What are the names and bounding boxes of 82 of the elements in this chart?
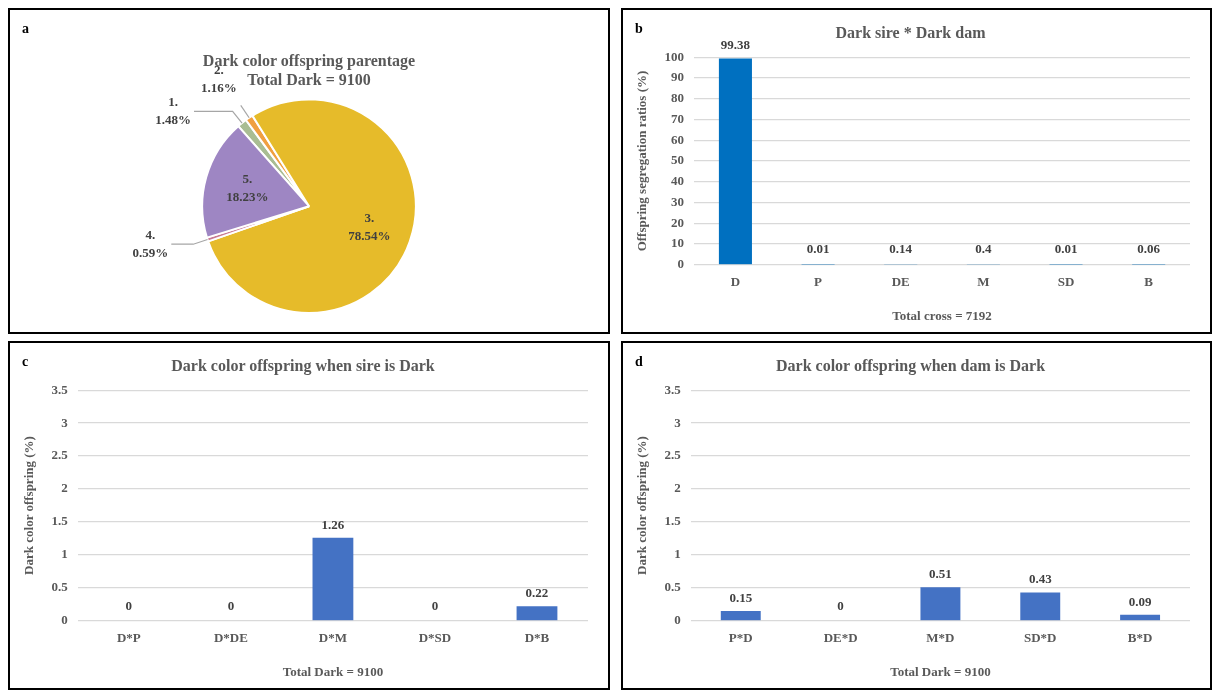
x-tick-label: D*B: [524, 629, 550, 645]
y-tick-label: 3: [674, 414, 682, 430]
y-tick-label: 50: [671, 152, 685, 168]
data-label: 0.06: [1137, 241, 1161, 257]
y-tick-label: 3.5: [51, 381, 69, 397]
x-tick-label: D*SD: [418, 629, 452, 645]
data-label: 0.4: [975, 241, 992, 257]
y-tick-label: 70: [671, 110, 685, 126]
data-label: 0.01: [1054, 241, 1078, 257]
x-tick-label: M*D: [926, 629, 955, 645]
chart-title: Dark color offspring when sire is Dark: [171, 356, 435, 375]
y-tick-label: 0: [61, 612, 68, 628]
y-tick-label: 20: [671, 214, 685, 230]
y-tick-label: 80: [671, 90, 685, 106]
y-tick-label: 2.5: [664, 447, 682, 463]
y-tick-label: 100: [664, 48, 685, 64]
y-tick-label: 1.5: [51, 513, 69, 529]
x-tick-label: D*P: [116, 629, 141, 645]
data-label: 1.48%: [155, 111, 191, 127]
y-tick-label: 0: [674, 612, 681, 628]
y-tick-label: 40: [671, 173, 685, 189]
x-tick-label: P*D: [728, 629, 753, 645]
x-tick-label: SD: [1057, 273, 1075, 289]
data-label: 0.22: [525, 585, 549, 601]
data-label: 0.15: [729, 589, 753, 605]
chart-subtitle: Total Dark = 9100: [247, 70, 371, 88]
data-label: 0: [227, 597, 235, 613]
x-tick-label: B: [1144, 273, 1154, 289]
y-axis-title: Offspring segregation ratios (%): [634, 70, 650, 252]
x-tick-label: D*M: [318, 629, 348, 645]
slice-label: 1.: [168, 93, 178, 109]
text: a: [22, 20, 29, 36]
data-label: 0: [431, 597, 439, 613]
y-tick-label: 0.5: [51, 579, 69, 595]
chart-title: Dark color offspring when dam is Dark: [775, 356, 1046, 375]
data-label: 0.51: [929, 566, 952, 582]
y-tick-label: 3.5: [664, 381, 682, 397]
y-tick-label: 1: [61, 546, 68, 562]
slice-label: 3.: [364, 209, 375, 225]
y-tick-label: 10: [671, 235, 685, 251]
y-tick-label: 2: [674, 480, 681, 496]
data-label: 0.43: [1028, 571, 1053, 587]
x-tick-label: B*D: [1127, 629, 1153, 645]
chart-title: Dark sire * Dark dam: [835, 23, 987, 41]
data-label: 0: [837, 597, 844, 613]
y-tick-label: 0: [677, 256, 685, 272]
text: d: [635, 353, 643, 369]
y-tick-label: 2.5: [51, 447, 69, 463]
data-label: 99.38: [720, 37, 751, 53]
x-tick-label: M: [977, 273, 990, 289]
x-tick-label: DE*D: [823, 629, 858, 645]
data-label: 0: [125, 597, 133, 613]
y-tick-label: 2: [61, 480, 68, 496]
data-label: 78.54%: [348, 227, 391, 243]
x-axis-title: Total Dark = 9100: [890, 663, 991, 679]
y-tick-label: 1.5: [664, 513, 682, 529]
x-tick-label: D: [730, 273, 741, 289]
y-tick-label: 0.5: [664, 579, 682, 595]
data-label: 0.01: [806, 241, 830, 257]
data-label: 1.16%: [200, 79, 237, 95]
y-axis-title: Dark color offspring (%): [21, 436, 37, 575]
y-tick-label: 1: [674, 546, 681, 562]
data-label: 0.14: [889, 241, 913, 257]
x-axis-title: Total cross = 7192: [892, 307, 992, 323]
y-tick-label: 90: [671, 69, 685, 85]
data-label: 18.23%: [226, 189, 269, 205]
slice-label: 4.: [145, 226, 156, 242]
y-tick-label: 60: [671, 131, 685, 147]
data-label: 0.09: [1128, 593, 1152, 609]
y-tick-label: 3: [61, 414, 69, 430]
x-tick-label: D*DE: [213, 629, 248, 645]
slice-label: 5.: [242, 171, 253, 187]
x-tick-label: DE: [891, 273, 910, 289]
x-axis-title: Total Dark = 9100: [282, 663, 384, 679]
x-tick-label: P: [814, 273, 823, 289]
y-axis-title: Dark color offspring (%): [634, 436, 650, 575]
text: b: [635, 20, 643, 36]
x-tick-label: SD*D: [1024, 629, 1057, 645]
text: c: [22, 353, 29, 369]
data-label: 1.26: [321, 516, 345, 532]
y-tick-label: 30: [671, 193, 685, 209]
data-label: 0.59%: [132, 244, 169, 260]
